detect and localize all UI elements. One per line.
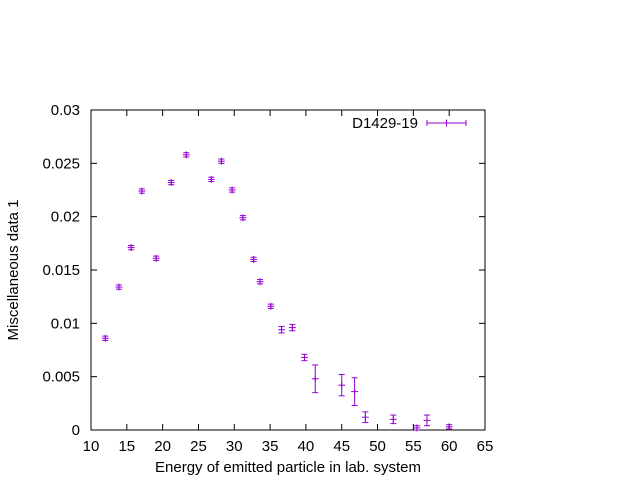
data-point <box>239 214 247 222</box>
x-tick-label: 20 <box>154 438 171 455</box>
y-tick-label: 0.03 <box>51 102 80 119</box>
data-point <box>423 414 431 427</box>
x-tick-label: 55 <box>405 438 422 455</box>
y-tick-label: 0 <box>72 422 80 439</box>
x-tick-label: 10 <box>83 438 100 455</box>
y-tick-label: 0.015 <box>42 262 80 279</box>
y-axis-label: Miscellaneous data 1 <box>5 200 22 341</box>
data-point <box>389 414 397 425</box>
x-tick-label: 60 <box>441 438 458 455</box>
x-axis-label: Energy of emitted particle in lab. syste… <box>155 459 421 476</box>
plot-frame <box>90 109 486 431</box>
y-tick-label: 0.025 <box>42 155 80 172</box>
data-point <box>228 186 236 194</box>
y-tick-label: 0.005 <box>42 369 80 386</box>
x-tick-label: 30 <box>226 438 243 455</box>
data-point <box>138 187 146 195</box>
data-point <box>182 151 190 159</box>
data-point <box>127 244 135 252</box>
data-point <box>115 283 123 291</box>
x-tick-label: 40 <box>298 438 315 455</box>
axis-ticks <box>90 109 486 431</box>
data-point <box>101 334 109 342</box>
data-point <box>351 377 359 406</box>
data-point <box>256 278 264 286</box>
data-point <box>300 353 308 362</box>
data-point <box>217 157 225 165</box>
legend: D1429-19 <box>352 115 467 132</box>
y-tick-label: 0.02 <box>51 209 80 226</box>
x-tick-label: 45 <box>333 438 350 455</box>
x-tick-label: 25 <box>190 438 207 455</box>
data-point <box>167 179 175 187</box>
data-point <box>338 374 346 397</box>
x-tick-label: 65 <box>477 438 494 455</box>
data-point <box>445 423 453 431</box>
data-point <box>288 323 296 332</box>
legend-key <box>426 119 467 127</box>
y-tick-label: 0.01 <box>51 315 80 332</box>
data-point <box>311 364 319 394</box>
data-point <box>267 302 275 310</box>
legend-label: D1429-19 <box>352 115 418 132</box>
data-point <box>152 254 160 262</box>
data-point <box>207 175 215 183</box>
tick-labels: 10 15 20 25 30 35 40 45 50 55 60 65 0 0.005 0.01 0.015 0… <box>42 102 493 455</box>
data-points <box>101 151 453 432</box>
x-tick-label: 35 <box>262 438 279 455</box>
data-point <box>250 255 258 263</box>
x-tick-label: 50 <box>369 438 386 455</box>
x-tick-label: 15 <box>118 438 135 455</box>
data-point <box>413 424 421 432</box>
data-point <box>361 411 369 424</box>
data-point <box>278 326 286 334</box>
